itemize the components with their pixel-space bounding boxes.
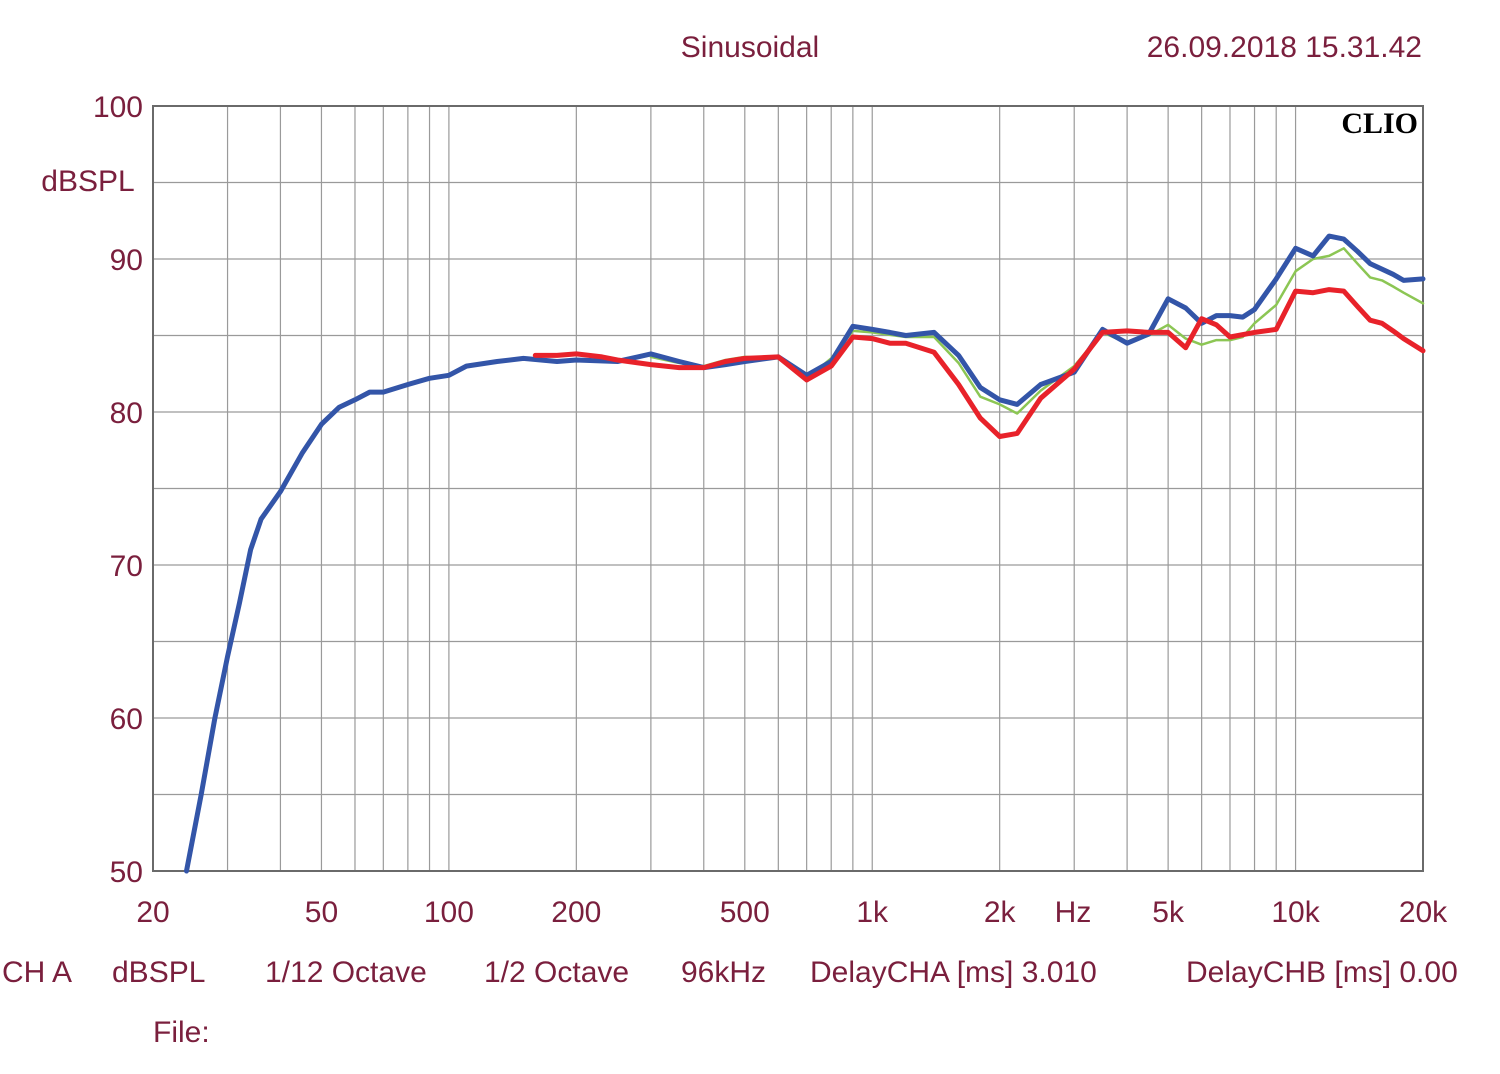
- y-axis-label: dBSPL: [41, 165, 134, 198]
- measurement-mode: Sinusoidal: [681, 31, 819, 64]
- y-tick-label: 100: [93, 91, 143, 124]
- brand-logo: CLIO: [1341, 107, 1418, 140]
- x-tick-label: 10k: [1271, 896, 1320, 929]
- y-tick-label: 80: [110, 397, 143, 430]
- footer-delay-chb: DelayCHB [ms] 0.00: [1186, 956, 1458, 989]
- footer-unit: dBSPL: [112, 956, 205, 989]
- x-tick-label: 50: [305, 896, 338, 929]
- x-tick-labels: 20 50 100 200 500 1k 2k 5k 10k 20k: [136, 896, 1448, 929]
- y-tick-label: 50: [110, 856, 143, 889]
- series-lines: [184, 233, 1426, 874]
- grid: [153, 106, 1423, 871]
- y-tick-label: 90: [110, 244, 143, 277]
- footer-sample-rate: 96kHz: [681, 956, 766, 989]
- series-blue-line: [184, 233, 1426, 874]
- footer-file-label: File:: [153, 1016, 210, 1049]
- y-tick-label: 60: [110, 703, 143, 736]
- series-red-line: [532, 287, 1426, 439]
- x-tick-label: 1k: [856, 896, 889, 929]
- timestamp: 26.09.2018 15.31.42: [1147, 31, 1422, 64]
- footer-resolution: 1/12 Octave: [265, 956, 427, 989]
- x-tick-label: 2k: [984, 896, 1017, 929]
- footer-channel: CH A: [2, 956, 72, 989]
- x-axis-label: Hz: [1055, 896, 1092, 929]
- x-tick-label: 500: [720, 896, 770, 929]
- x-tick-label: 5k: [1152, 896, 1185, 929]
- x-tick-label: 200: [551, 896, 601, 929]
- x-tick-label: 100: [424, 896, 474, 929]
- footer-smoothing: 1/2 Octave: [484, 956, 629, 989]
- x-tick-label: 20: [136, 896, 169, 929]
- footer-delay-cha: DelayCHA [ms] 3.010: [810, 956, 1097, 989]
- y-tick-labels: 100 90 80 70 60 50: [93, 91, 143, 889]
- x-tick-label: 20k: [1399, 896, 1448, 929]
- y-tick-label: 70: [110, 550, 143, 583]
- plot-frame: [152, 105, 1424, 872]
